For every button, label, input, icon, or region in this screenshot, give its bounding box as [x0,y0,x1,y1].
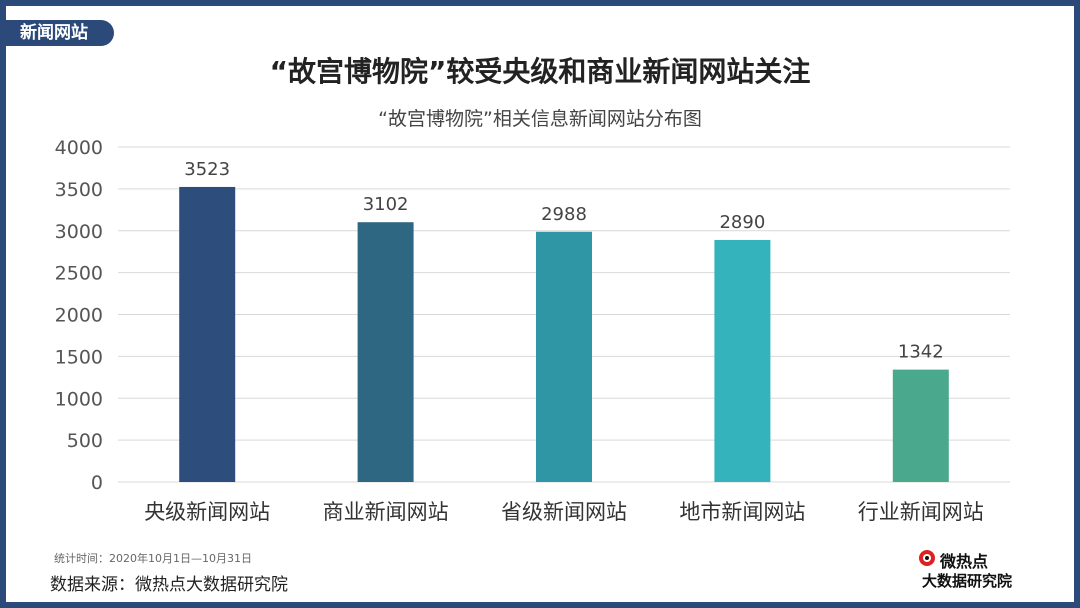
weibo-eye-icon [919,550,935,566]
logo-text-top: 微热点 [940,552,989,571]
page-title: “故宫博物院”较受央级和商业新闻网站关注 [269,55,811,88]
data-source: 数据来源：微热点大数据研究院 [50,575,288,595]
section-tag: 新闻网站 [6,20,114,46]
bar [714,239,771,482]
y-tick-label: 3500 [55,179,103,201]
x-tick-label: 地市新闻网站 [679,500,805,524]
y-tick-label: 3000 [55,221,103,243]
logo-text-bottom: 大数据研究院 [922,572,1013,590]
bar [536,231,592,482]
data-label: 3102 [363,194,409,215]
statistics-period: 统计时间：2020年10月1日—10月31日 [54,552,252,565]
x-tick-label: 央级新闻网站 [144,500,270,524]
x-tick-label: 商业新闻网站 [323,500,449,524]
data-label: 1342 [898,342,944,363]
data-label: 3523 [184,159,230,180]
y-tick-label: 4000 [55,137,103,159]
chart-title: “故宫博物院”相关信息新闻网站分布图 [378,108,702,130]
y-tick-label: 1000 [55,388,103,410]
y-tick-label: 1500 [55,346,103,368]
y-tick-label: 500 [67,430,103,452]
y-tick-label: 0 [91,472,103,494]
bar [357,222,414,482]
y-tick-label: 2500 [55,263,103,285]
data-label: 2988 [541,204,587,225]
x-tick-label: 省级新闻网站 [501,500,627,524]
bar-chart: 0 500 1000 1500 2000 2500 3000 3500 4000 3523 央级新闻… [55,137,1010,524]
y-tick-label: 2000 [55,305,103,327]
bar [179,186,236,483]
data-label: 2890 [719,212,765,233]
brand-logo: 微热点 大数据研究院 [919,548,1042,594]
x-tick-label: 行业新闻网站 [858,500,984,524]
bar [892,369,949,482]
